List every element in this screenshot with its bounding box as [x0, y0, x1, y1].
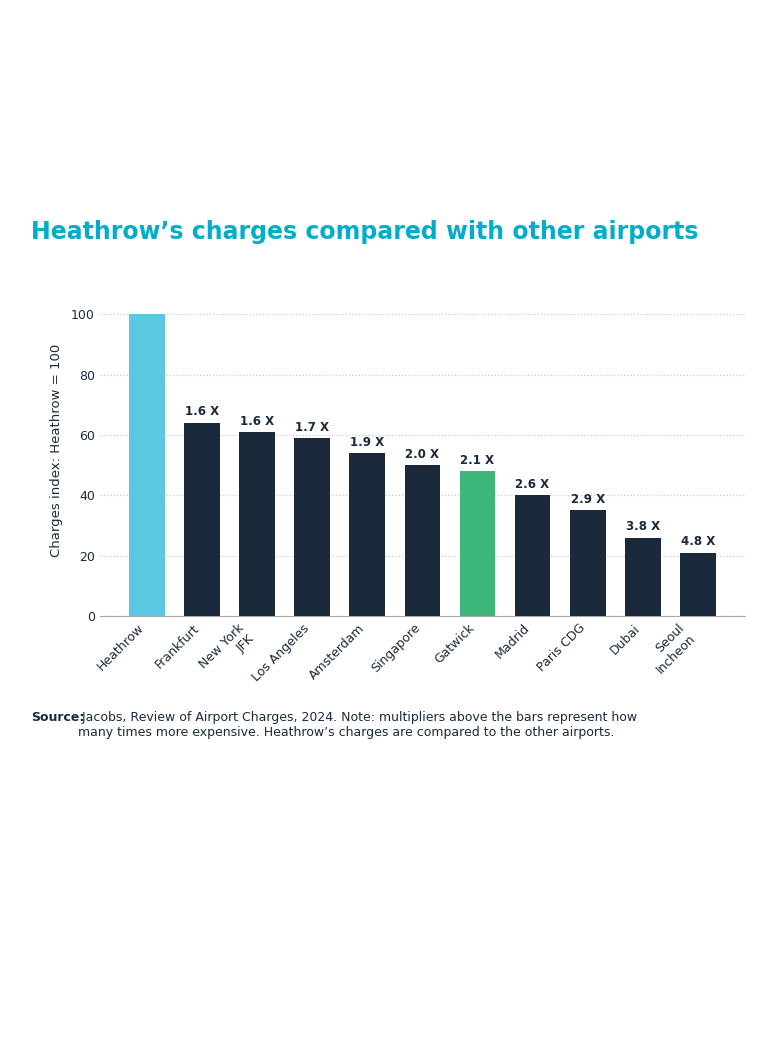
Bar: [459, 472, 495, 616]
Bar: [129, 315, 165, 616]
Bar: [184, 423, 220, 616]
Text: 2.0 X: 2.0 X: [406, 448, 439, 461]
Text: 2.6 X: 2.6 X: [515, 478, 550, 491]
Text: 4.8 X: 4.8 X: [680, 535, 715, 549]
Text: Source:: Source:: [31, 711, 84, 723]
Bar: [625, 538, 660, 616]
Text: 3.8 X: 3.8 X: [626, 520, 660, 533]
Bar: [405, 465, 440, 616]
Text: Heathrow’s charges compared with other airports: Heathrow’s charges compared with other a…: [31, 220, 698, 244]
Text: Jacobs, Review of Airport Charges, 2024. Note: multipliers above the bars repres: Jacobs, Review of Airport Charges, 2024.…: [78, 711, 637, 739]
Text: 2.9 X: 2.9 X: [571, 493, 604, 505]
Y-axis label: Charges index: Heathrow = 100: Charges index: Heathrow = 100: [50, 343, 63, 557]
Bar: [349, 453, 386, 616]
Text: 1.9 X: 1.9 X: [350, 436, 385, 449]
Text: 2.1 X: 2.1 X: [461, 454, 495, 466]
Text: 1.6 X: 1.6 X: [240, 415, 274, 428]
Text: 1.7 X: 1.7 X: [295, 420, 329, 434]
Bar: [240, 432, 275, 616]
Text: 1.6 X: 1.6 X: [185, 405, 219, 418]
Bar: [570, 511, 605, 616]
Bar: [294, 438, 330, 616]
Bar: [680, 553, 716, 616]
Bar: [515, 495, 551, 616]
